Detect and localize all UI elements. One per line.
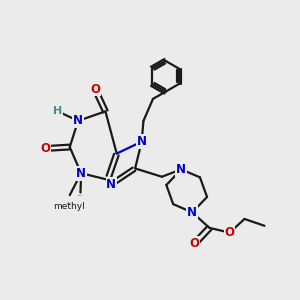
Text: methyl: methyl	[53, 202, 85, 211]
Text: H: H	[53, 106, 62, 116]
Text: O: O	[40, 142, 50, 155]
Text: O: O	[90, 82, 100, 96]
Text: N: N	[176, 163, 186, 176]
Text: N: N	[76, 167, 86, 180]
Text: N: N	[106, 178, 116, 191]
Text: N: N	[187, 206, 197, 219]
Text: N: N	[73, 114, 83, 128]
Text: O: O	[225, 226, 235, 239]
Text: methyl: methyl	[67, 202, 72, 204]
Text: N: N	[137, 135, 147, 148]
Text: methyl: methyl	[77, 195, 82, 196]
Text: O: O	[190, 237, 200, 250]
